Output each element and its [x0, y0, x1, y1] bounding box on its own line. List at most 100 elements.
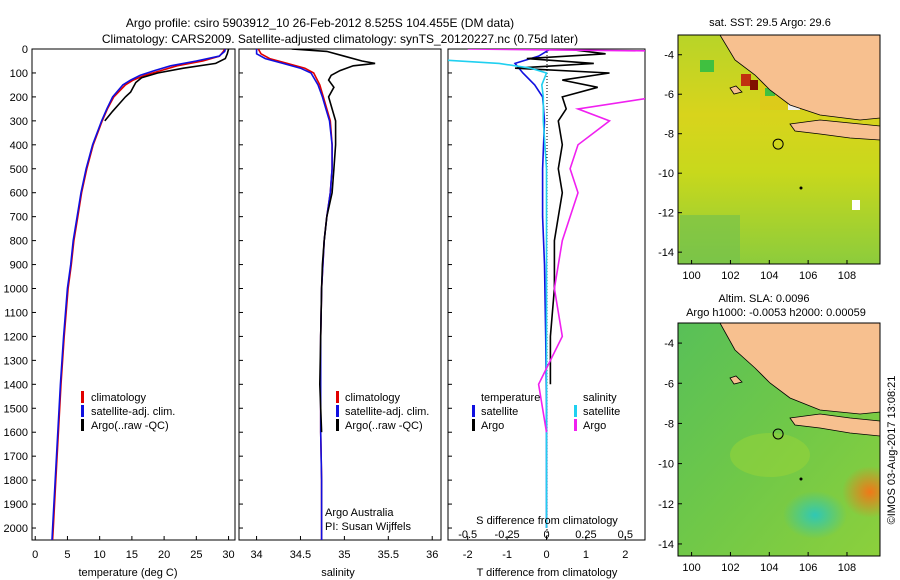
sla-map-subtitle: Argo h1000: -0.0053 h2000: 0.00059	[686, 307, 866, 319]
y-tick-label: 1400	[4, 379, 28, 391]
x-tick-label: 36	[426, 549, 438, 561]
temperature-axes-box	[31, 48, 236, 541]
x-tick-label: 0	[32, 549, 38, 561]
map-x-tick-label: 100	[682, 270, 700, 282]
sst-map-frame	[677, 34, 881, 265]
y-tick-label: 0	[22, 44, 28, 56]
y-tick-label: 2000	[4, 523, 28, 535]
y-tick-label: 1600	[4, 427, 28, 439]
s-tick-label: -0.5	[458, 529, 477, 541]
legend-climatology: climatology	[91, 392, 147, 404]
legend-climatology: climatology	[345, 392, 401, 404]
map-x-tick-label: 108	[838, 562, 856, 574]
legend-t-argo: Argo	[481, 420, 504, 432]
map-y-tick-label: -8	[664, 129, 674, 141]
sla-map: Altim. SLA: 0.0096 Argo h1000: -0.0053 h…	[658, 293, 881, 574]
legend-swatch-s-argo	[574, 419, 577, 431]
salinity-xlabel: salinity	[321, 567, 355, 579]
legend-salinity-header: salinity	[583, 392, 617, 404]
y-tick-label: 1200	[4, 331, 28, 343]
s-tick-label: 0.5	[618, 529, 633, 541]
x-tick-label: 10	[94, 549, 106, 561]
christmas-island	[799, 477, 803, 481]
imos-credit: ©IMOS 03-Aug-2017 13:08:21	[886, 376, 898, 525]
x-tick-label: 1	[583, 549, 589, 561]
map-x-tick-label: 108	[838, 270, 856, 282]
argo-position-marker	[772, 138, 784, 150]
legend-swatch-argo	[81, 419, 84, 431]
x-tick-label: 25	[190, 549, 202, 561]
y-tick-label: 1300	[4, 355, 28, 367]
sla-map-title: Altim. SLA: 0.0096	[718, 293, 809, 305]
x-tick-label: 2	[622, 549, 628, 561]
y-tick-label: 1800	[4, 475, 28, 487]
sst-pixel	[765, 88, 775, 96]
x-tick-label: 34.5	[290, 549, 311, 561]
java-land	[789, 119, 880, 141]
sumatra-land	[678, 35, 880, 121]
series-argo-raw-qc-	[104, 49, 230, 122]
series-salinity-argo	[467, 49, 645, 433]
sst-pixel	[750, 80, 758, 90]
map-x-tick-label: 102	[721, 270, 739, 282]
s-tick-label: 0.25	[575, 529, 596, 541]
map-y-tick-label: -6	[664, 378, 674, 390]
x-tick-label: 20	[158, 549, 170, 561]
y-tick-label: 1000	[4, 284, 28, 296]
legend-swatch-satellite	[81, 405, 84, 417]
map-y-tick-label: -14	[658, 247, 674, 259]
y-tick-label: 1700	[4, 451, 28, 463]
y-tick-label: 400	[10, 140, 28, 152]
sumatra-land	[678, 323, 880, 415]
y-tick-label: 700	[10, 212, 28, 224]
salinity-legend: climatology satellite-adj. clim. Argo(..…	[336, 391, 429, 432]
sla-high-anomaly	[842, 466, 880, 518]
legend-satellite: satellite-adj. clim.	[91, 406, 175, 418]
series-temperature-argo	[514, 49, 610, 385]
header-line-1: Argo profile: csiro 5903912_10 26-Feb-20…	[126, 16, 514, 30]
map-y-tick-label: -4	[664, 338, 674, 350]
salinity-axes-box	[238, 48, 442, 541]
x-tick-label: 35.5	[378, 549, 399, 561]
map-y-tick-label: -6	[664, 89, 674, 101]
map-y-tick-label: -12	[658, 499, 674, 511]
sst-pixel	[741, 74, 751, 86]
legend-swatch-t-argo	[472, 419, 475, 431]
map-y-tick-label: -14	[658, 539, 674, 551]
java-land	[789, 413, 880, 437]
sla-low-anomaly	[783, 491, 847, 539]
x-tick-label: 34	[250, 549, 262, 561]
map-x-tick-label: 102	[721, 562, 739, 574]
temperature-panel: 0100200300400500600700800900100011001200…	[4, 44, 452, 579]
x-tick-label: 15	[126, 549, 138, 561]
island	[729, 85, 743, 95]
annotation-argo-australia: Argo Australia	[325, 507, 394, 519]
temperature-xlabel: temperature (deg C)	[78, 567, 177, 579]
sst-map-title: sat. SST: 29.5 Argo: 29.6	[709, 17, 831, 29]
map-y-tick-label: -12	[658, 208, 674, 220]
legend-argo: Argo(..raw -QC)	[91, 420, 169, 432]
sst-map: sat. SST: 29.5 Argo: 29.6 -4 -6 -8 -10 -12 -1…	[658, 17, 881, 282]
map-x-tick-label: 106	[799, 562, 817, 574]
series-temperature-satellite	[513, 49, 551, 528]
series-salinity-satellite	[448, 59, 548, 528]
map-x-tick-label: 106	[799, 270, 817, 282]
legend-swatch-s-satellite	[574, 405, 577, 417]
s-tick-label: -0.25	[495, 529, 520, 541]
annotation-pi: PI: Susan Wijffels	[325, 521, 411, 533]
legend-swatch-argo	[336, 419, 339, 431]
legend-temperature-header: temperature	[481, 392, 540, 404]
x-tick-label: -1	[502, 549, 512, 561]
header-line-2: Climatology: CARS2009. Satellite-adjuste…	[102, 32, 578, 46]
legend-satellite: satellite-adj. clim.	[345, 406, 429, 418]
difference-panel: -2 -1 0 1 2 -0.5 -0.25 0 0.25 0.5 S difference fr…	[447, 48, 646, 579]
y-tick-label: 1900	[4, 499, 28, 511]
legend-swatch-satellite	[336, 405, 339, 417]
x-tick-label: 30	[222, 549, 234, 561]
legend-t-satellite: satellite	[481, 406, 518, 418]
y-tick-label: 1100	[4, 307, 28, 319]
legend-swatch-t-satellite	[472, 405, 475, 417]
sst-pixel	[700, 60, 714, 72]
sst-cool-patch	[680, 215, 740, 264]
